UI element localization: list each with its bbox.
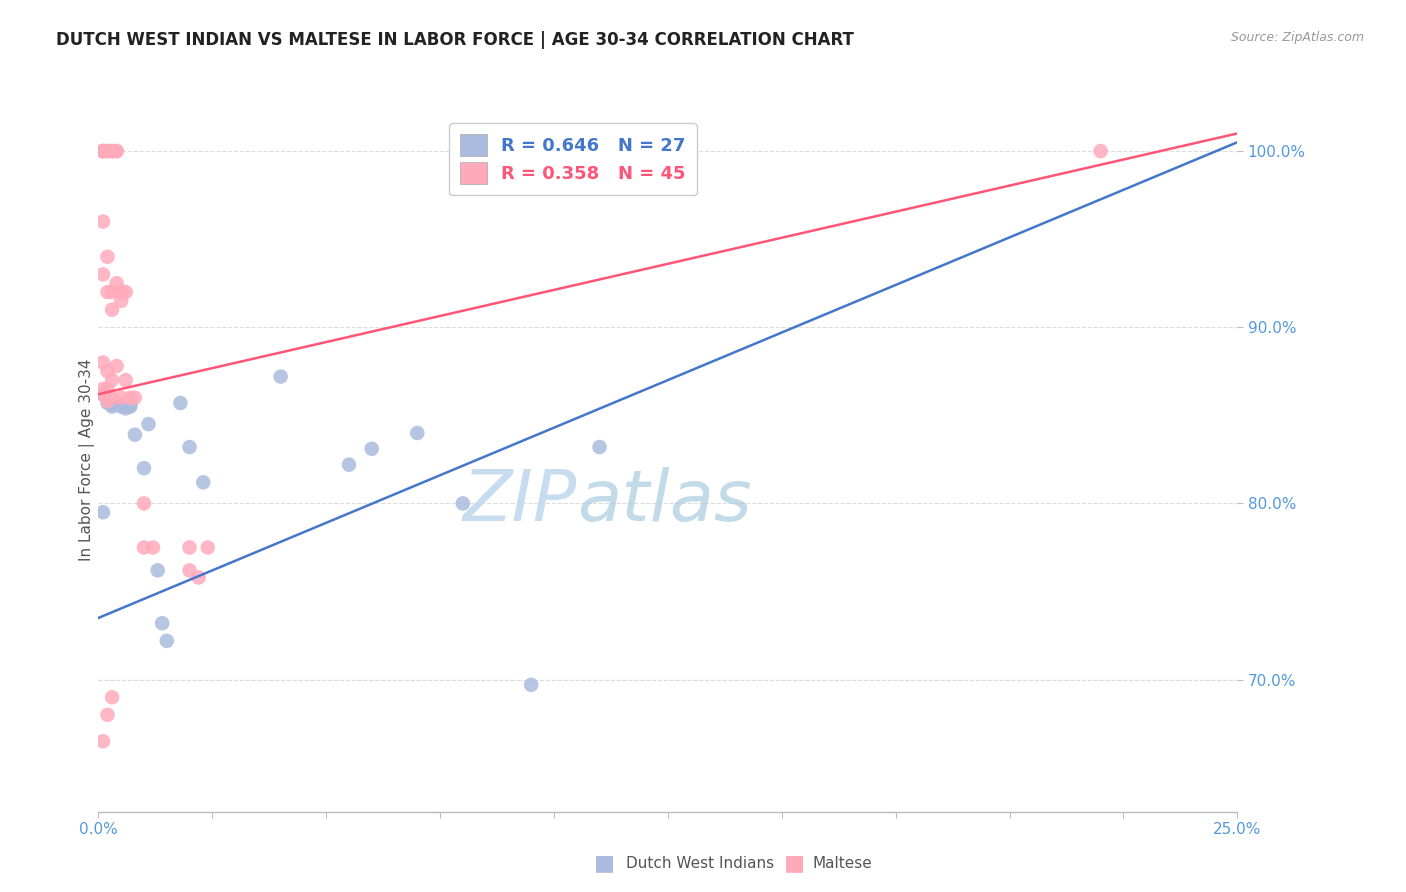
Point (179, 440, 201, 454)
Text: Source: ZipAtlas.com: Source: ZipAtlas.com (1230, 31, 1364, 45)
Point (96, 396, 118, 410)
Point (91, 144, 114, 158)
Y-axis label: In Labor Force | Age 30-34: In Labor Force | Age 30-34 (79, 358, 96, 561)
Point (114, 285, 136, 299)
Point (91, 382, 114, 396)
Point (96, 144, 118, 158)
Point (132, 541, 155, 555)
Point (406, 425, 429, 440)
Text: Maltese: Maltese (813, 856, 872, 871)
Point (142, 541, 165, 555)
Point (105, 359, 128, 373)
Point (96, 285, 118, 299)
Text: ■: ■ (595, 854, 614, 873)
Point (132, 496, 155, 510)
Point (101, 690, 124, 705)
Point (451, 496, 474, 510)
Point (124, 427, 146, 442)
Point (91, 144, 114, 158)
Text: ZIP: ZIP (463, 467, 576, 536)
Text: DUTCH WEST INDIAN VS MALTESE IN LABOR FORCE | AGE 30-34 CORRELATION CHART: DUTCH WEST INDIAN VS MALTESE IN LABOR FO… (56, 31, 853, 49)
Point (110, 293, 132, 308)
Point (114, 401, 136, 416)
Point (150, 616, 173, 631)
Point (91, 214, 114, 228)
Point (91, 268, 114, 282)
Point (120, 391, 142, 405)
Point (105, 144, 128, 158)
Point (96, 144, 118, 158)
Point (105, 144, 128, 158)
Point (146, 563, 169, 577)
Point (193, 475, 215, 490)
Point (91, 734, 114, 748)
Text: atlas: atlas (576, 467, 751, 536)
Point (337, 458, 360, 472)
Point (91, 387, 114, 401)
Point (110, 398, 132, 412)
Point (360, 442, 382, 456)
Point (132, 461, 155, 475)
Point (101, 400, 124, 414)
Point (101, 285, 124, 299)
Legend: R = 0.646   N = 27, R = 0.358   N = 45: R = 0.646 N = 27, R = 0.358 N = 45 (449, 123, 697, 195)
Point (101, 144, 124, 158)
Point (156, 633, 179, 648)
Point (101, 144, 124, 158)
Point (91, 144, 114, 158)
Point (96, 707, 118, 722)
Point (101, 373, 124, 387)
Point (138, 417, 160, 431)
Point (91, 355, 114, 369)
Point (270, 369, 292, 384)
Point (120, 398, 142, 412)
Point (105, 276, 128, 290)
Point (101, 391, 124, 405)
Point (169, 396, 191, 410)
Point (101, 144, 124, 158)
Point (91, 505, 114, 519)
Point (105, 396, 128, 410)
Point (96, 250, 118, 264)
Point (124, 391, 146, 405)
Point (110, 400, 132, 414)
Point (96, 382, 118, 396)
Point (96, 394, 118, 409)
Point (114, 373, 136, 387)
Point (520, 678, 543, 692)
Point (110, 285, 132, 299)
Point (101, 302, 124, 317)
Point (101, 398, 124, 412)
Text: ■: ■ (785, 854, 804, 873)
Point (91, 387, 114, 401)
Point (91, 144, 114, 158)
Point (1090, 144, 1112, 158)
Point (179, 563, 201, 577)
Point (588, 440, 610, 454)
Point (187, 570, 209, 584)
Text: Dutch West Indians: Dutch West Indians (626, 856, 773, 871)
Point (120, 400, 142, 414)
Point (197, 541, 219, 555)
Point (179, 541, 201, 555)
Point (96, 364, 118, 378)
Point (110, 391, 132, 405)
